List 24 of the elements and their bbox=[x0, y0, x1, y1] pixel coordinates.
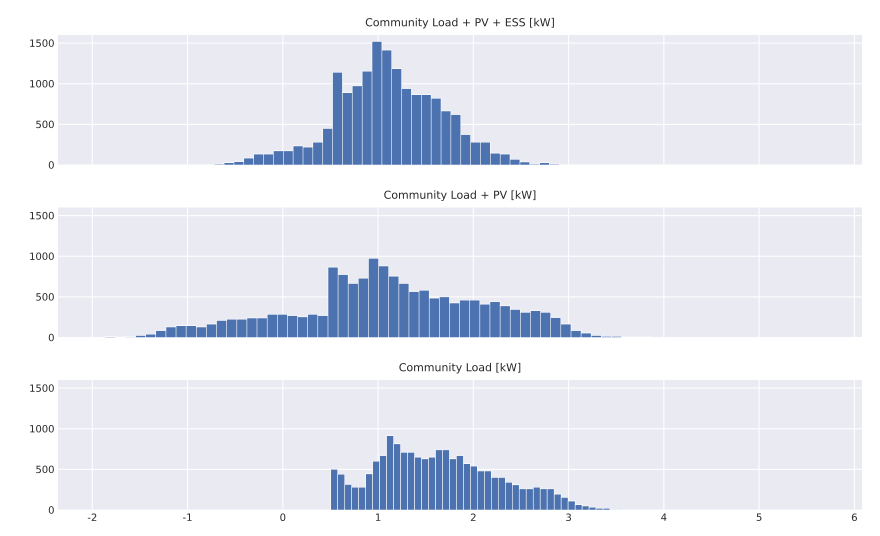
y-tick-label: 1500 bbox=[30, 384, 54, 392]
chart-title: Community Load + PV + ESS [kW] bbox=[366, 18, 554, 29]
x-tick-label: 1 bbox=[376, 514, 380, 521]
chart-title: Community Load [kW] bbox=[399, 362, 520, 374]
chart-title: Community Load + PV [kW] bbox=[384, 190, 536, 202]
x-tick-label: 0 bbox=[280, 514, 286, 522]
y-tick-label: 500 bbox=[36, 293, 54, 301]
y-tick-label: 0 bbox=[48, 334, 54, 342]
x-tick-label: 6 bbox=[852, 514, 857, 522]
y-tick-label: 1500 bbox=[30, 39, 54, 47]
y-tick-label: 1500 bbox=[30, 212, 54, 220]
x-tick-label: -2 bbox=[88, 514, 96, 521]
y-tick-label: 500 bbox=[36, 120, 54, 128]
y-tick-label: 1000 bbox=[30, 252, 54, 260]
x-tick-label: 5 bbox=[756, 514, 762, 521]
x-tick-label: 4 bbox=[661, 514, 666, 521]
y-tick-label: 500 bbox=[36, 466, 54, 474]
y-tick-label: 0 bbox=[48, 161, 54, 169]
x-tick-label: 2 bbox=[470, 514, 476, 521]
y-tick-label: 1000 bbox=[30, 80, 54, 88]
x-tick-label: 3 bbox=[566, 514, 571, 522]
y-tick-label: 1000 bbox=[30, 424, 54, 433]
y-tick-label: 0 bbox=[48, 506, 54, 514]
x-tick-label: -1 bbox=[183, 514, 192, 521]
